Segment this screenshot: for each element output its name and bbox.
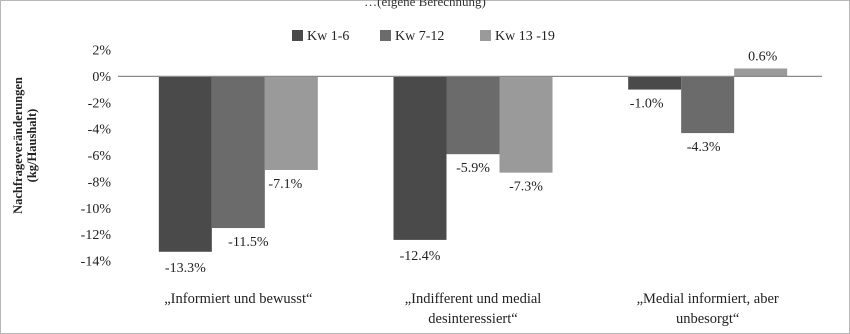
data-labels: -13.3% -11.5% -7.1% -12.4% -5.9% -7.3% -1.0% -4… (165, 49, 778, 275)
bar (628, 76, 682, 90)
y-tick-label: -12% (81, 228, 112, 243)
bar (211, 76, 265, 229)
legend-label: Kw 1-6 (307, 29, 349, 44)
y-tick-label: -14% (81, 255, 112, 270)
bars (158, 68, 788, 252)
bar (264, 76, 318, 171)
category-label: „Informiert und bewusst“ (164, 291, 312, 307)
y-tick-label: -4% (88, 123, 112, 138)
y-tick-label: -2% (88, 96, 112, 111)
y-tick-label: 2% (92, 44, 111, 59)
data-label: 0.6% (748, 49, 778, 64)
y-tick-label: -8% (88, 175, 112, 190)
legend-swatch (292, 30, 303, 41)
data-label: -11.5% (228, 235, 269, 250)
y-axis-title: Nachfrageveränderungen (kg/Haushalt) (11, 77, 39, 214)
legend: Kw 1-6 Kw 7-12 Kw 13 -19 (292, 29, 555, 44)
bar (681, 76, 735, 134)
data-label: -13.3% (165, 261, 206, 276)
data-label: -5.9% (456, 161, 490, 176)
y-axis-title-line: (kg/Haushalt) (25, 109, 39, 183)
category-label: desinteressiert“ (428, 311, 517, 327)
y-tick-label: -10% (81, 202, 112, 217)
data-label: -12.4% (400, 249, 441, 264)
bar (446, 76, 500, 155)
bar (393, 76, 447, 240)
bar (499, 76, 553, 173)
data-label: -1.0% (630, 97, 664, 112)
data-label: -7.1% (268, 177, 302, 192)
cropped-header-text: …(eigene Berechnung) (364, 0, 486, 9)
category-label: unbesorgt“ (676, 311, 739, 327)
data-label: -7.3% (509, 180, 543, 195)
category-label: „Indifferent und medial (405, 291, 542, 307)
y-tick-label: 0% (92, 70, 111, 85)
bar (158, 76, 212, 252)
y-axis-title-line: Nachfrageveränderungen (11, 77, 25, 214)
category-labels: „Informiert und bewusst“ „Indifferent und… (164, 291, 779, 327)
legend-swatch (480, 30, 491, 41)
bar (734, 68, 788, 77)
y-axis: 2% 0% -2% -4% -6% -8% -10% -12% -14% (81, 44, 112, 270)
legend-label: Kw 7-12 (395, 29, 444, 44)
y-tick-label: -6% (88, 149, 112, 164)
category-label: „Medial informiert, aber (637, 291, 779, 307)
data-label: -4.3% (687, 140, 721, 155)
legend-label: Kw 13 -19 (495, 29, 555, 44)
legend-swatch (380, 30, 391, 41)
